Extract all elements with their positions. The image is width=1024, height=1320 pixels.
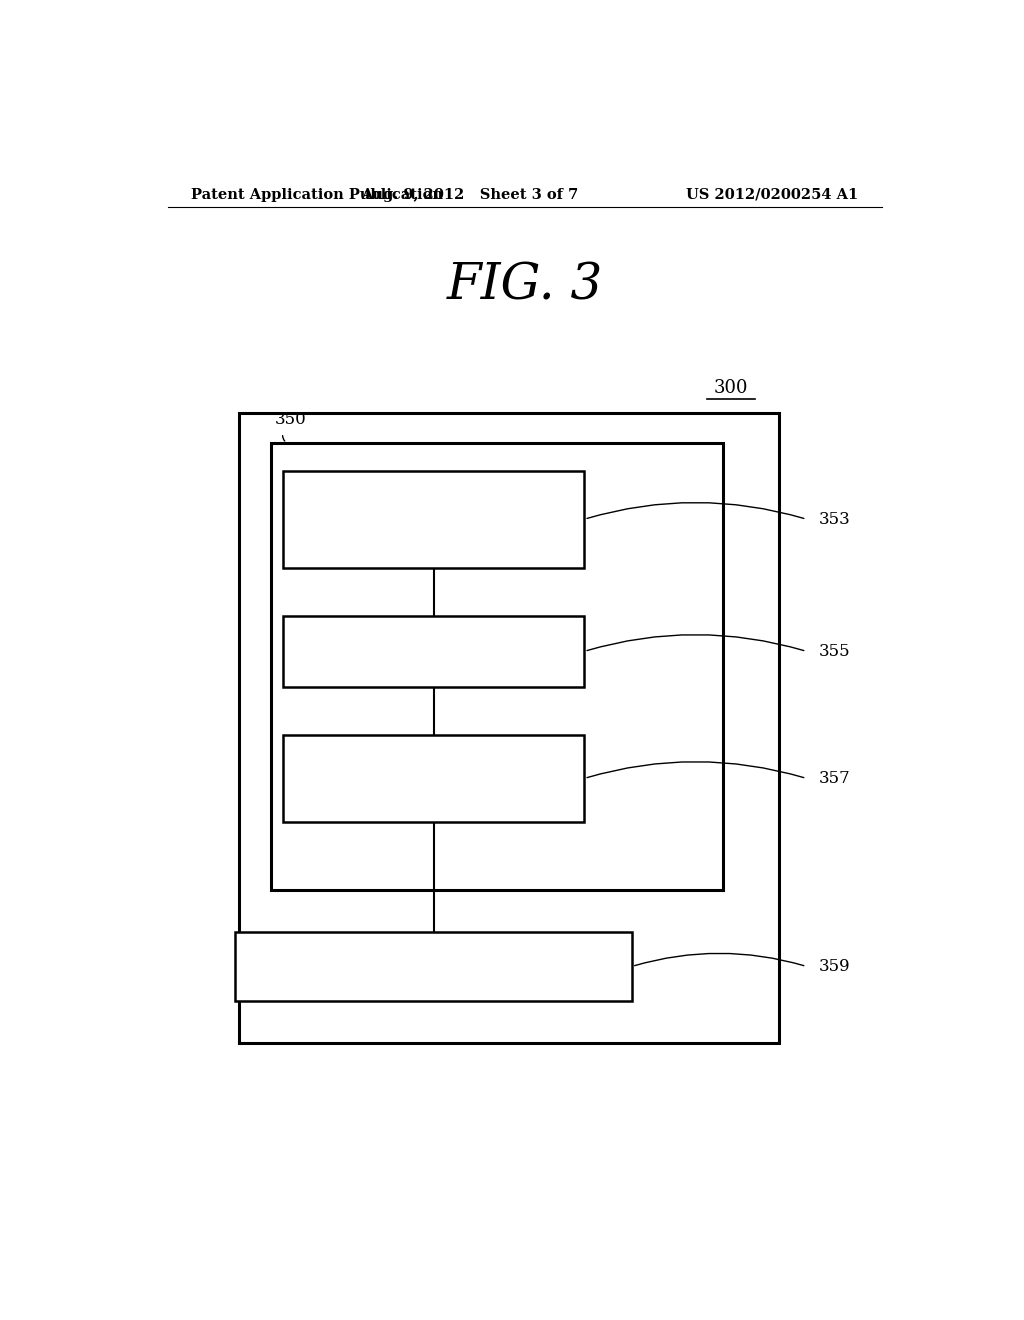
Text: 350: 350 xyxy=(274,411,306,428)
Text: COMPARISON UNIT: COMPARISON UNIT xyxy=(358,643,509,660)
Text: MOVEMENT UNIT: MOVEMENT UNIT xyxy=(369,957,499,975)
Text: Patent Application Publication: Patent Application Publication xyxy=(191,187,443,202)
Text: 353: 353 xyxy=(818,511,850,528)
Text: 357: 357 xyxy=(818,770,850,787)
Bar xyxy=(240,413,779,1043)
Text: FIG. 3: FIG. 3 xyxy=(446,261,603,310)
Bar xyxy=(270,444,723,890)
Bar xyxy=(283,615,585,686)
Text: Aug. 9, 2012   Sheet 3 of 7: Aug. 9, 2012 Sheet 3 of 7 xyxy=(360,187,578,202)
Text: US 2012/0200254 A1: US 2012/0200254 A1 xyxy=(686,187,858,202)
Text: 359: 359 xyxy=(818,958,850,975)
Text: MOTOR DRIVING
UNIT: MOTOR DRIVING UNIT xyxy=(369,759,499,797)
Bar xyxy=(236,932,632,1001)
Bar xyxy=(283,471,585,568)
Text: 355: 355 xyxy=(818,643,850,660)
Text: 300: 300 xyxy=(714,379,749,397)
Bar xyxy=(283,735,585,821)
Text: DATA COMMUNICATION
UNIT: DATA COMMUNICATION UNIT xyxy=(343,500,523,539)
